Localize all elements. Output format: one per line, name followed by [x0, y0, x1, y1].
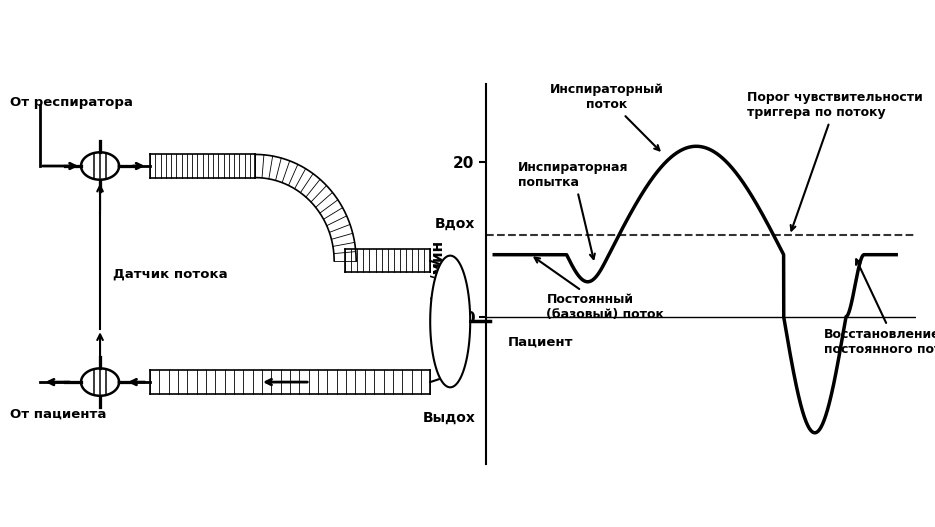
Text: Постоянный
(базовый) поток: Постоянный (базовый) поток [535, 258, 665, 321]
Polygon shape [81, 368, 119, 396]
Text: Выдох: Выдох [423, 411, 475, 424]
Y-axis label: V л/мин: V л/мин [431, 240, 446, 308]
Text: Пациент: Пациент [508, 336, 573, 349]
Text: Вдох: Вдох [435, 217, 475, 231]
Polygon shape [81, 152, 119, 180]
Text: Порог чувствительности
триггера по потоку: Порог чувствительности триггера по поток… [747, 91, 923, 230]
Text: Датчик потока: Датчик потока [112, 268, 227, 280]
Polygon shape [430, 256, 470, 387]
Text: От респиратора: От респиратора [10, 96, 133, 109]
Text: Инспираторный
поток: Инспираторный поток [550, 83, 664, 150]
Text: Восстановление
постоянного потока: Восстановление постоянного потока [824, 259, 935, 356]
Text: От пациента: От пациента [10, 407, 107, 420]
Text: Инспираторная
попытка: Инспираторная попытка [518, 161, 629, 259]
